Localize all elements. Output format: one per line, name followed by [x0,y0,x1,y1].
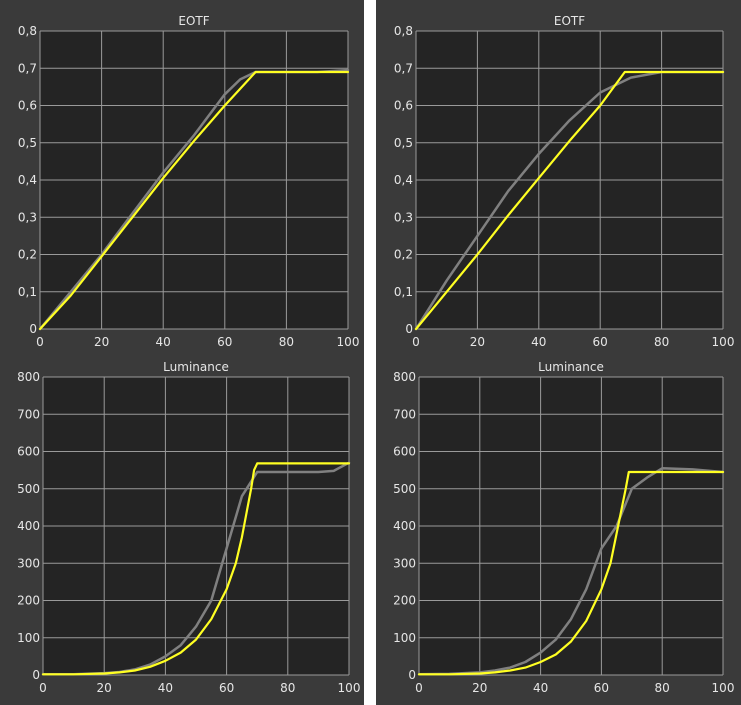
y-tick-label: 700 [393,407,416,421]
chart-title: EOTF [554,14,585,28]
chart-title: EOTF [178,14,209,28]
y-tick-label: 800 [393,370,416,384]
y-tick-label: 600 [17,445,40,459]
y-tick-label: 0,4 [18,173,37,187]
x-tick-label: 40 [158,681,173,695]
chart-svg: Luminance 0 100 200 300 400 500 600 700 800 0 20 40 6… [17,360,361,695]
x-tick-label: 60 [594,681,609,695]
chart-luminance-right: Luminance 0 100 200 300 400 500 600 700 800 0 20 40 6… [376,352,741,705]
chart-svg: EOTF 0 0,1 0,2 0,3 0,4 0,5 0,6 0,7 0,8 0 20 40 60 80 10… [18,14,360,349]
y-tick-label: 600 [393,445,416,459]
y-tick-label: 200 [393,594,416,608]
x-tick-label: 100 [337,335,360,349]
x-tick-label: 100 [338,681,361,695]
y-tick-label: 500 [17,482,40,496]
x-tick-label: 100 [712,335,735,349]
x-tick-label: 20 [97,681,112,695]
y-tick-label: 0,1 [18,285,37,299]
x-tick-label: 80 [280,681,295,695]
series-line-target [414,70,725,331]
series-line-target [38,70,350,331]
x-tick-label: 60 [219,681,234,695]
x-tick-label: 60 [593,335,608,349]
x-tick-label: 20 [472,681,487,695]
panel-divider [364,0,376,705]
y-tick-label: 100 [17,631,40,645]
chart-eotf-right: EOTF 0 0,1 0,2 0,3 0,4 0,5 0,6 0,7 0,8 0 20 40 60 80 10… [376,0,741,352]
x-tick-label: 80 [655,681,670,695]
x-tick-label: 20 [94,335,109,349]
y-tick-label: 0,4 [394,173,413,187]
x-tick-label: 80 [654,335,669,349]
y-tick-label: 200 [17,594,40,608]
y-tick-label: 300 [17,556,40,570]
x-tick-label: 0 [415,681,423,695]
y-tick-label: 0 [408,668,416,682]
y-tick-label: 0,7 [394,61,413,75]
x-tick-label: 0 [36,335,44,349]
y-tick-label: 0,7 [18,61,37,75]
x-tick-label: 100 [712,681,735,695]
chart-title: Luminance [163,360,229,374]
y-tick-label: 400 [17,519,40,533]
x-tick-label: 0 [412,335,420,349]
chart-luminance-left: Luminance 0 100 200 300 400 500 600 700 800 0 20 40 6… [0,352,364,705]
y-tick-label: 400 [393,519,416,533]
chart-svg: Luminance 0 100 200 300 400 500 600 700 800 0 20 40 6… [393,360,735,695]
y-tick-label: 0 [32,668,40,682]
series-line-target [417,470,725,676]
y-tick-label: 0,5 [18,136,37,150]
y-tick-label: 0,3 [394,210,413,224]
chart-eotf-left: EOTF 0 0,1 0,2 0,3 0,4 0,5 0,6 0,7 0,8 0 20 40 60 80 10… [0,0,364,352]
y-tick-label: 0,3 [18,210,37,224]
y-tick-label: 0,5 [394,136,413,150]
x-tick-label: 60 [217,335,232,349]
y-tick-label: 0 [29,322,37,336]
y-tick-label: 0,8 [394,24,413,38]
y-tick-label: 0,2 [18,248,37,262]
y-tick-label: 0,6 [394,99,413,113]
chart-title: Luminance [538,360,604,374]
series-line-measured [417,467,725,676]
y-tick-label: 0 [405,322,413,336]
chart-svg: EOTF 0 0,1 0,2 0,3 0,4 0,5 0,6 0,7 0,8 0 20 40 60 80 10… [394,14,735,349]
y-tick-label: 0,1 [394,285,413,299]
x-tick-label: 80 [279,335,294,349]
y-tick-label: 300 [393,556,416,570]
y-tick-label: 100 [393,631,416,645]
y-tick-label: 500 [393,482,416,496]
x-tick-label: 40 [531,335,546,349]
series-line-target [41,462,351,676]
x-tick-label: 20 [470,335,485,349]
x-tick-label: 40 [533,681,548,695]
y-tick-label: 0,8 [18,24,37,38]
y-tick-label: 700 [17,407,40,421]
x-tick-label: 40 [156,335,171,349]
y-tick-label: 800 [17,370,40,384]
y-tick-label: 0,6 [18,99,37,113]
x-tick-label: 0 [39,681,47,695]
y-tick-label: 0,2 [394,248,413,262]
